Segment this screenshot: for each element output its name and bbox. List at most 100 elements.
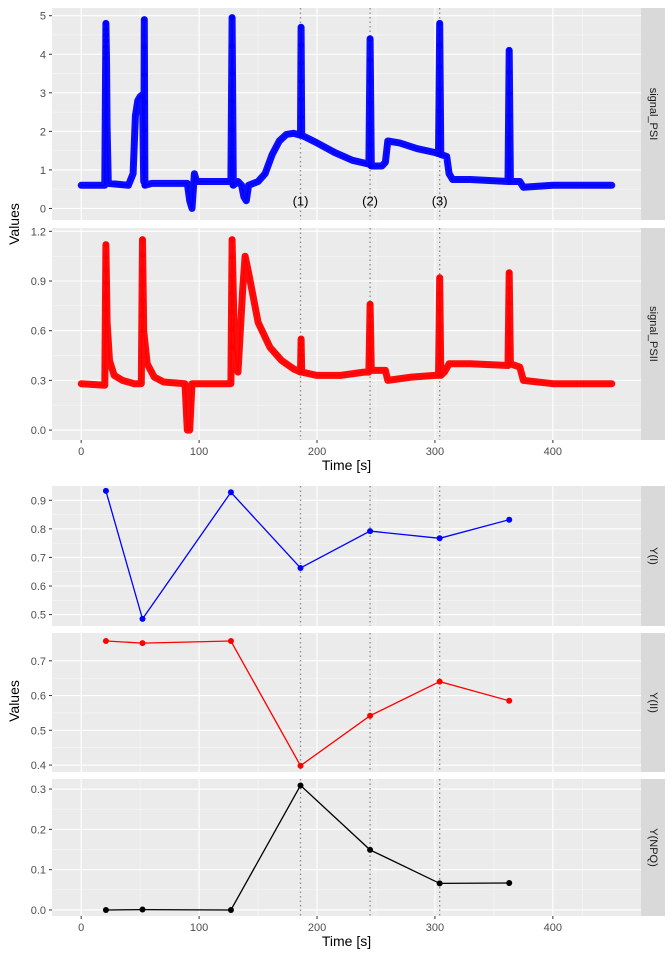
y-tick-label: 0.6 <box>31 326 46 338</box>
data-point <box>437 275 443 281</box>
data-point <box>436 880 443 887</box>
data-point <box>367 312 373 318</box>
data-point <box>367 334 373 340</box>
data-point <box>437 64 443 70</box>
data-point <box>506 135 512 141</box>
data-point <box>367 712 374 719</box>
data-point <box>367 345 373 351</box>
y-tick-label: 0.3 <box>31 784 46 796</box>
y-axis-title: Values <box>6 680 22 722</box>
data-point <box>506 516 513 523</box>
y-tick-label: 0.5 <box>31 610 46 622</box>
data-point <box>103 293 109 300</box>
data-point <box>141 99 147 106</box>
y-tick-label: 0.6 <box>31 691 46 703</box>
data-point <box>103 267 109 274</box>
data-point <box>367 163 373 169</box>
data-point <box>298 341 304 348</box>
data-point <box>227 906 234 913</box>
data-point <box>436 535 443 542</box>
y-tick-label: 0.2 <box>31 824 46 836</box>
y-tick-label: 2 <box>40 126 46 138</box>
data-point <box>506 315 512 321</box>
panel-background <box>52 486 641 626</box>
data-point <box>437 372 443 379</box>
data-point <box>139 282 146 288</box>
data-point <box>139 312 146 319</box>
facet-strip <box>641 486 665 626</box>
x-tick-label: 200 <box>308 922 326 934</box>
data-point <box>298 363 304 370</box>
data-point <box>506 300 512 306</box>
data-point <box>141 72 147 78</box>
data-point <box>506 157 512 163</box>
data-point <box>437 340 443 346</box>
facet-strip <box>641 779 665 916</box>
data-point <box>437 356 443 362</box>
data-point <box>139 297 146 303</box>
data-point <box>298 114 304 120</box>
data-point <box>139 267 146 273</box>
data-point <box>103 280 109 287</box>
data-point <box>229 42 235 49</box>
y-tick-label: 1.2 <box>31 226 46 238</box>
data-point <box>298 42 304 48</box>
y-tick-label: 0.9 <box>31 276 46 288</box>
data-point <box>229 326 235 332</box>
data-point <box>139 640 146 647</box>
data-point <box>298 96 304 102</box>
data-point <box>506 346 512 352</box>
data-point <box>103 241 109 248</box>
x-axis: 0 100 200 300 400 <box>78 916 562 934</box>
data-point <box>102 906 109 913</box>
facet-strip-label: Y(I) <box>647 547 659 565</box>
annotation-label: (1) <box>293 193 309 208</box>
data-point <box>141 16 147 23</box>
data-point <box>298 352 304 359</box>
data-point <box>103 49 109 55</box>
panel-Y(I): 0.5 0.6 0.7 0.8 0.9 Y(I) <box>31 486 665 626</box>
data-point <box>367 78 373 84</box>
data-point <box>367 528 374 535</box>
data-point <box>103 306 109 313</box>
y-tick-label: 5 <box>40 11 46 23</box>
data-point <box>506 91 512 97</box>
data-point <box>229 344 235 350</box>
data-point <box>227 489 234 496</box>
x-tick-label: 100 <box>190 922 208 934</box>
data-point <box>139 906 146 913</box>
y-tick-label: 0.6 <box>31 581 46 593</box>
panel-background <box>52 779 641 916</box>
data-point <box>141 44 147 50</box>
facet-strip <box>641 633 665 772</box>
data-point <box>229 254 235 261</box>
data-point <box>437 108 443 114</box>
y-tick-label: 0.7 <box>31 656 46 668</box>
x-tick-label: 200 <box>308 446 326 458</box>
y-tick-label: 0.1 <box>31 865 46 877</box>
data-point <box>227 637 234 644</box>
data-point <box>367 301 373 307</box>
data-point <box>103 20 109 27</box>
data-point <box>506 330 512 337</box>
facet-strip-label: Y(NPQ) <box>647 828 659 867</box>
y-tick-label: 0.0 <box>31 425 46 437</box>
y-tick-label: 0 <box>40 203 46 215</box>
data-point <box>506 178 512 185</box>
data-point <box>506 697 513 704</box>
data-point <box>229 272 235 279</box>
y-axis-title: Values <box>6 203 22 245</box>
data-point <box>437 307 443 313</box>
data-point <box>229 126 235 133</box>
y-tick-label: 0.5 <box>31 725 46 737</box>
data-point <box>506 270 512 276</box>
data-point <box>139 236 146 243</box>
data-point <box>506 69 512 75</box>
x-tick-label: 100 <box>190 446 208 458</box>
data-point <box>436 678 443 685</box>
data-point <box>103 55 109 61</box>
y-tick-label: 0.8 <box>31 524 46 536</box>
panel-Y(II): 0.4 0.5 0.6 0.7 Y(II) <box>31 633 665 772</box>
series-line-signal_PSI <box>81 17 612 209</box>
panel-signal_PSI: 0 1 2 3 4 5 (1) (2) (3) signal_PSI <box>40 8 665 220</box>
